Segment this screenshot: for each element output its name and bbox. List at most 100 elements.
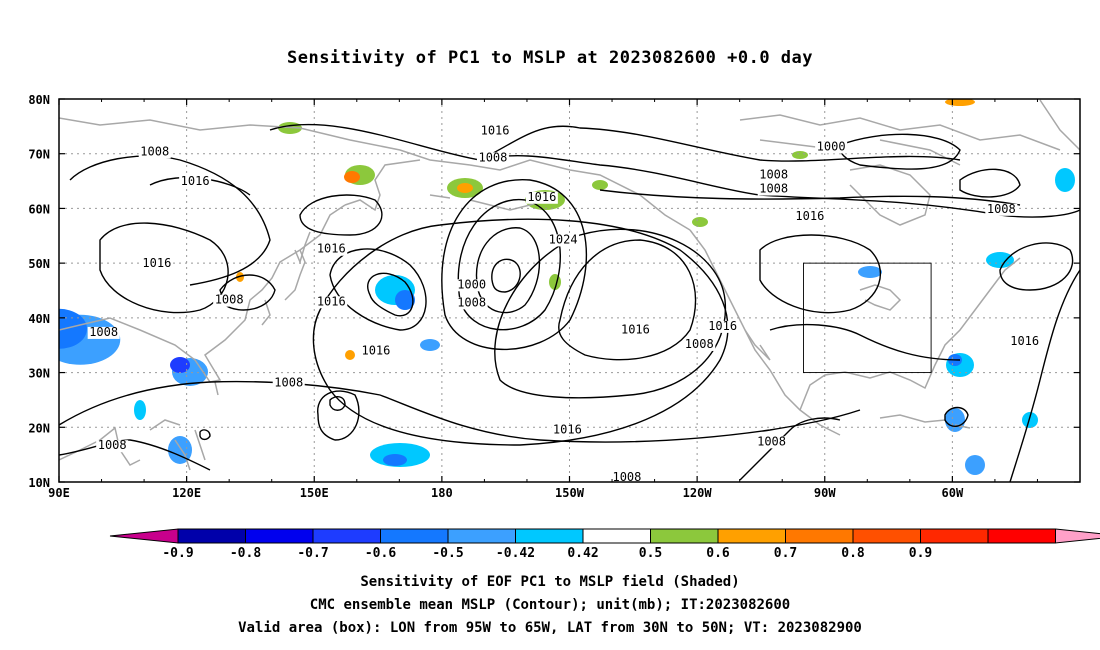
contour-label-bg (213, 294, 246, 307)
contour-label: 1016 (142, 256, 171, 270)
coastline-segment (739, 114, 1061, 151)
contour-label-bg (619, 324, 652, 337)
lon-tick-label: 120E (172, 486, 201, 500)
lat-tick-label: 60N (28, 202, 50, 216)
sensitivity-patch (858, 266, 882, 278)
sensitivity-patch (344, 171, 360, 183)
colorbar: -0.9 -0.8 -0.7 -0.6 -0.5 -0.42 0.42 0.5 0.6 0.7 0.… (109, 528, 1100, 561)
lon-tick-label: 150E (300, 486, 329, 500)
colorbar-cell (717, 528, 786, 544)
colorbar-tick-label: -0.9 (162, 546, 193, 561)
sensitivity-patch (1022, 412, 1038, 428)
colorbar-tick-label: -0.8 (230, 546, 261, 561)
mslp-isobar (999, 242, 1074, 291)
contour-label-bg (87, 326, 120, 339)
lat-tick-label: 50N (28, 257, 50, 271)
contour-label-bg (525, 191, 558, 204)
sensitivity-patch (592, 180, 608, 190)
map-title: Sensitivity of PC1 to MSLP at 2023082600… (286, 48, 813, 68)
colorbar-cell (650, 528, 719, 544)
sensitivity-patch (457, 183, 473, 193)
valid-area-box (803, 262, 932, 374)
sensitivity-patch (383, 454, 407, 466)
mslp-isobar (329, 248, 427, 331)
mslp-isobar (219, 274, 276, 311)
lat-tick-label: 30N (28, 367, 50, 381)
contour-label: 1008 (274, 375, 303, 389)
colorbar-tick-label: -0.7 (297, 546, 328, 561)
colorbar-tick-label: -0.5 (432, 546, 463, 561)
contour-label: 1024 (549, 232, 578, 246)
colorbar-tick-label: 0.7 (774, 546, 797, 561)
mslp-isobar (491, 258, 521, 293)
contour-label-bg (551, 424, 584, 437)
mslp-isobar (199, 429, 211, 441)
contour-label: 1016 (527, 190, 556, 204)
mslp-isobar (759, 234, 881, 314)
colorbar-cell (312, 528, 381, 544)
sensitivity-patch (236, 272, 244, 282)
coastline-segment (261, 249, 306, 326)
contour-label: 1008 (478, 150, 507, 164)
contour-label: 1008 (987, 202, 1016, 216)
contour-label-bg (359, 345, 392, 358)
colorbar-cell (177, 528, 246, 544)
lon-tick-label: 180 (431, 486, 453, 500)
contour-label: 1016 (553, 422, 582, 436)
colorbar-tick-label: 0.5 (639, 546, 662, 561)
contour-label-bg (272, 377, 305, 390)
contour-label: 1016 (481, 124, 510, 138)
colorbar-cell (380, 528, 449, 544)
coastline-segment (689, 229, 841, 436)
contour-label: 1008 (140, 144, 169, 158)
contour-label: 1008 (612, 470, 641, 484)
lat-tick-label: 40N (28, 312, 50, 326)
lat-tick-label: 10N (28, 476, 50, 490)
lon-tick-label: 150W (555, 486, 585, 500)
contour-label-bg (793, 210, 826, 223)
coastline-segment (344, 159, 421, 212)
footer-line-2: CMC ensemble mean MSLP (Contour); unit(m… (309, 597, 791, 613)
contour-label-bg (757, 183, 790, 196)
sensitivity-patch (420, 339, 440, 351)
coastline-segment (799, 257, 1021, 411)
colorbar-cell (920, 528, 989, 544)
contour-label: 1008 (89, 325, 118, 339)
sensitivity-patch (986, 252, 1014, 268)
lon-tick-label: 90E (48, 486, 70, 500)
contour-label-bg (455, 297, 488, 310)
colorbar-cell (582, 528, 651, 544)
sensitivity-patch (792, 151, 808, 159)
contour-label-bg (179, 175, 212, 188)
colorbar-cell (245, 528, 314, 544)
mslp-isobar (599, 189, 1021, 206)
mslp-isobar (475, 227, 541, 314)
contour-label: 1016 (317, 242, 346, 256)
contour-label: 1016 (317, 294, 346, 308)
colorbar-low-arrow (109, 528, 179, 544)
contour-label-bg (547, 234, 580, 247)
mslp-isobar (59, 439, 211, 471)
colorbar-tick-label: -0.42 (496, 546, 535, 561)
coastline-segment (1039, 99, 1080, 151)
sensitivity-patch (1055, 168, 1075, 192)
sensitivity-patch (395, 290, 415, 310)
colorbar-tick-label: 0.8 (841, 546, 865, 561)
lon-tick-label: 90W (814, 486, 836, 500)
contour-label: 1016 (621, 323, 650, 337)
axis-ticks (58, 98, 1080, 483)
coastline-segment (469, 159, 691, 231)
mslp-isobar (739, 417, 841, 481)
contour-label-bg (610, 471, 643, 482)
colorbar-cell (785, 528, 854, 544)
axis-labels: 10N 20N 30N 40N 50N 60N 70N 80N 90E 120E 150E 180 15… (28, 93, 964, 500)
coastline-segment (214, 381, 219, 396)
contour-label: 1016 (181, 174, 210, 188)
mslp-isobar (59, 380, 861, 443)
mslp-isobar (769, 323, 961, 361)
mslp-isobar (317, 390, 360, 441)
mslp-isobar (367, 272, 414, 317)
mslp-isobar (558, 239, 697, 361)
contour-label: 1016 (361, 344, 390, 358)
